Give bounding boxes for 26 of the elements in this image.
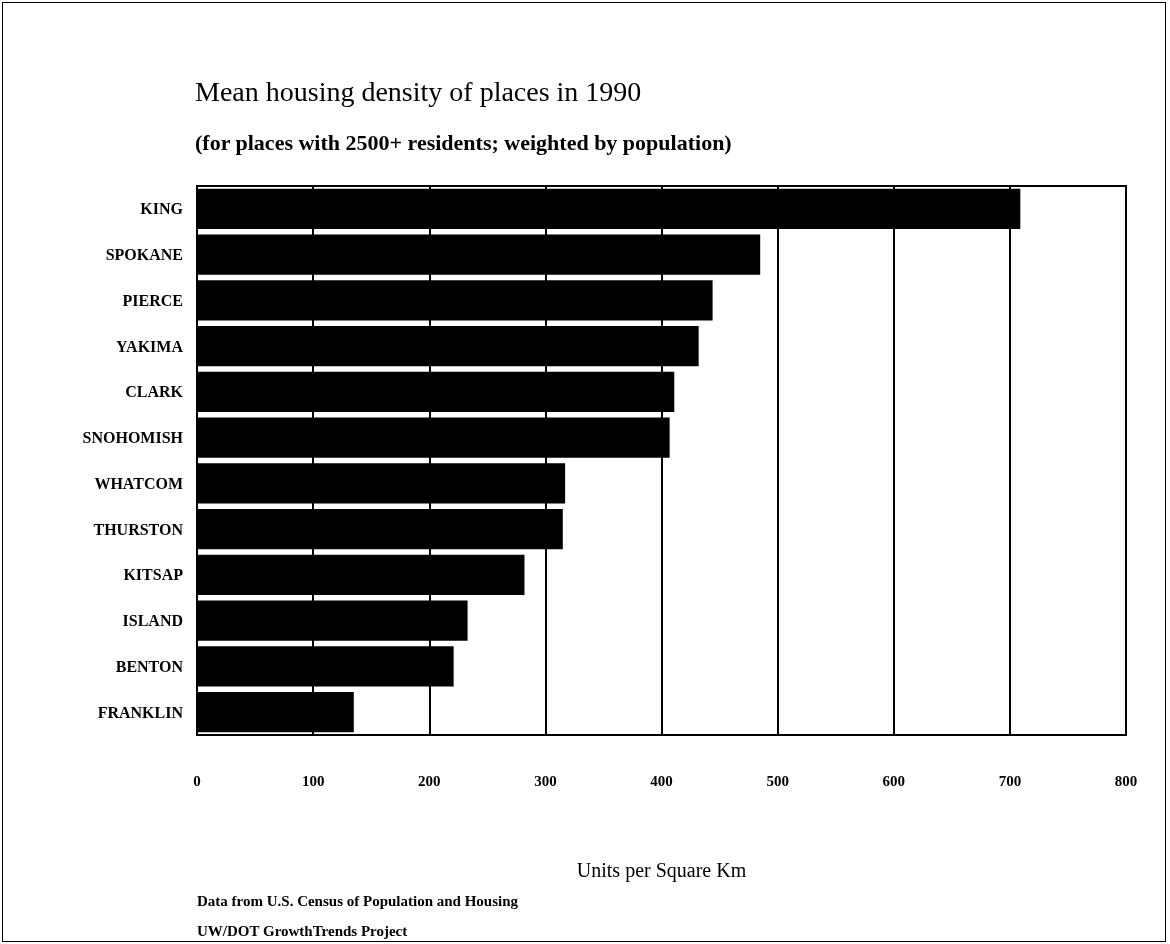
chart-title: Mean housing density of places in 1990: [195, 75, 642, 107]
x-tick-label: 400: [650, 772, 673, 789]
y-tick-label: KING: [140, 200, 184, 218]
x-tick-label: 500: [766, 772, 789, 789]
y-tick-label: FRANKLIN: [97, 703, 184, 721]
y-tick-label: SPOKANE: [105, 246, 183, 264]
x-tick-label: 0: [193, 772, 201, 789]
text: Data from U.S. Census of Population and Housing: [197, 892, 519, 909]
text: UW/DOT GrowthTrends Project: [197, 922, 408, 939]
x-axis-title: Units per Square Km: [576, 859, 747, 882]
y-tick-label: PIERCE: [122, 291, 183, 309]
x-tick-label: 300: [534, 772, 557, 789]
x-tick-label: 100: [301, 772, 325, 789]
y-tick-label: KITSAP: [123, 566, 184, 584]
y-tick-label: BENTON: [115, 657, 184, 675]
y-tick-label: THURSTON: [93, 520, 184, 538]
chart-subtitle: (for places with 2500+ residents; weighted by population): [195, 129, 732, 155]
x-tick-label: 800: [1114, 772, 1138, 789]
y-tick-label: WHATCOM: [94, 474, 183, 492]
y-tick-label: ISLAND: [122, 612, 183, 630]
x-tick-label: 600: [882, 772, 905, 789]
y-tick-label: SNOHOMISH: [82, 429, 184, 447]
y-tick-label: CLARK: [125, 383, 184, 401]
x-tick-label: 200: [418, 772, 441, 789]
x-tick-label: 700: [998, 772, 1022, 789]
y-tick-label: YAKIMA: [116, 337, 184, 355]
